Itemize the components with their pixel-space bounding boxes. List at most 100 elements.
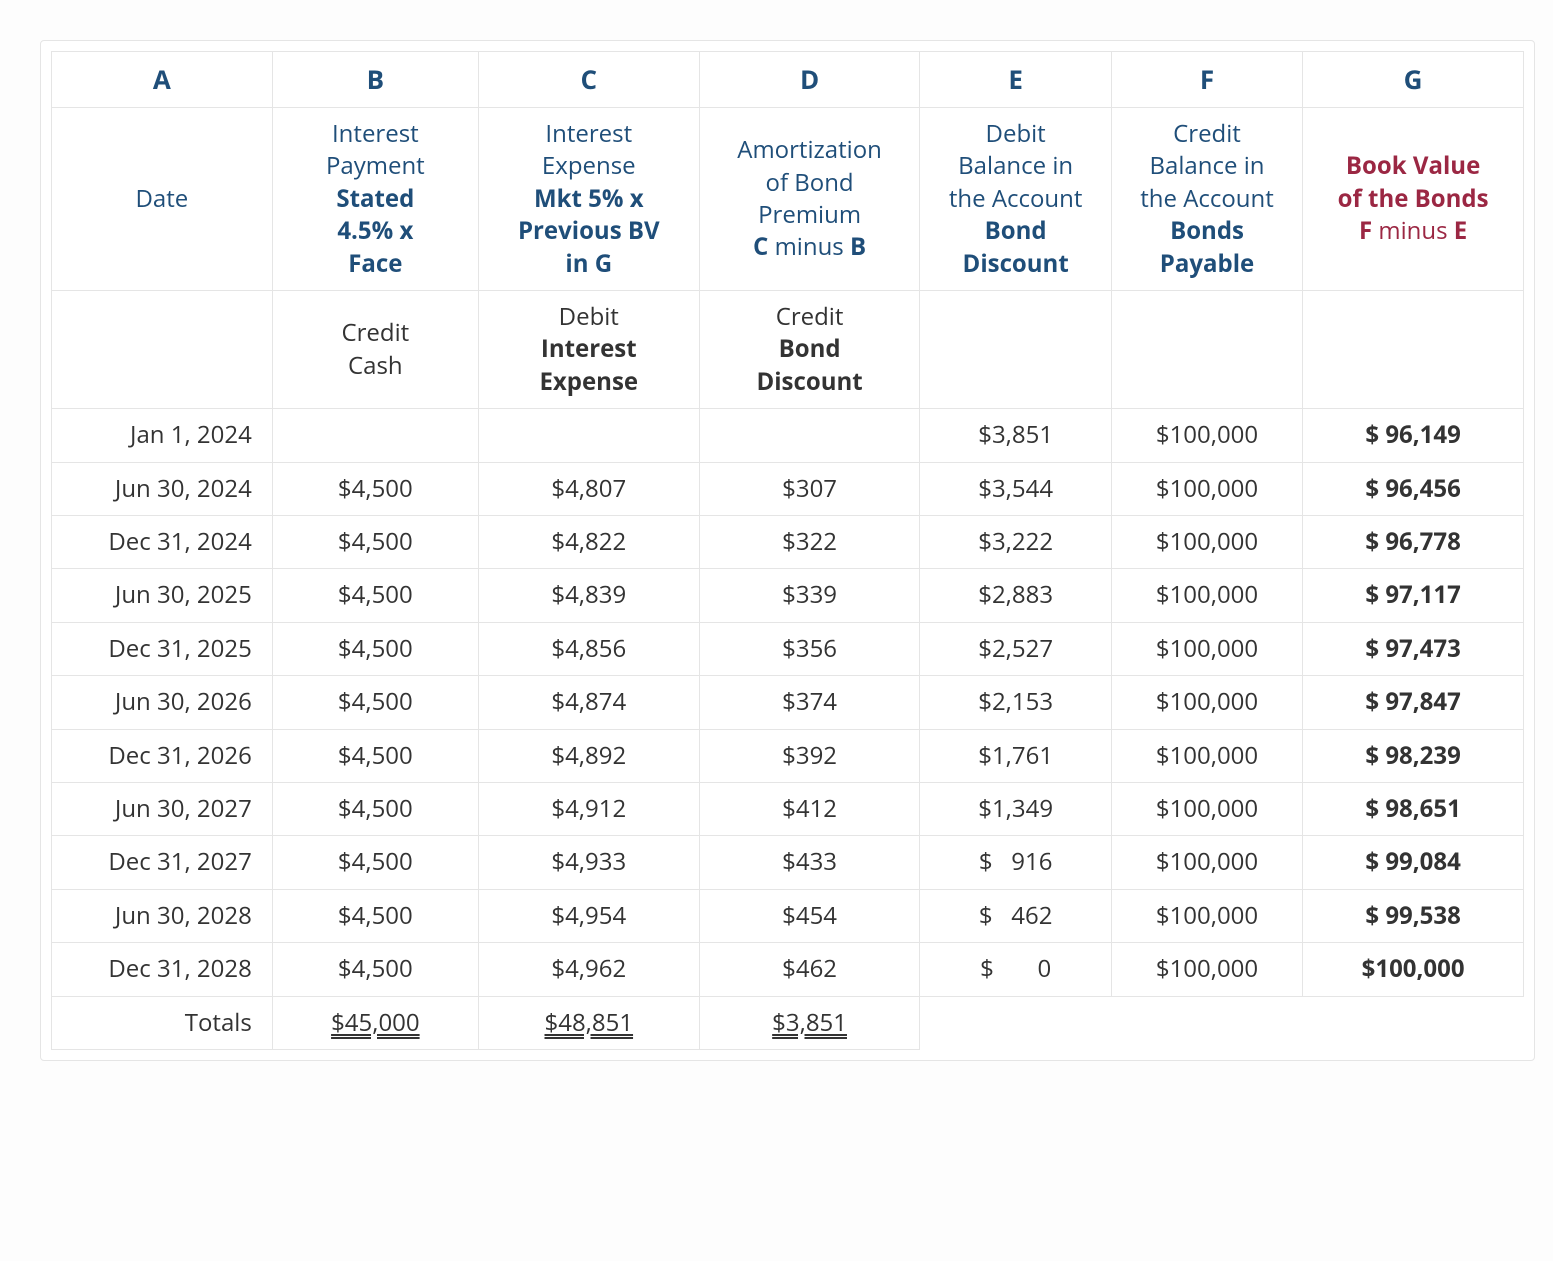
col-B-sub: Credit Cash: [272, 291, 478, 409]
table-row: Dec 31, 2028$4,500$4,962$462$ 0$100,000$…: [52, 943, 1524, 996]
table-row: Jun 30, 2028$4,500$4,954$454$ 462$100,00…: [52, 889, 1524, 942]
table-cell: $100,000: [1111, 889, 1302, 942]
col-letter-C: C: [478, 52, 699, 108]
table-cell: $2,883: [920, 569, 1111, 622]
table-cell: $339: [699, 569, 920, 622]
totals-label: Totals: [52, 996, 273, 1049]
col-B-l5: Face: [348, 247, 402, 280]
book-value-cell: $ 96,149: [1303, 409, 1524, 462]
table-row: Dec 31, 2026$4,500$4,892$392$1,761$100,0…: [52, 729, 1524, 782]
header-description-row: Date Interest Payment Stated 4.5% x Face…: [52, 108, 1524, 291]
table-cell: $4,839: [478, 569, 699, 622]
date-cell: Dec 31, 2025: [52, 622, 273, 675]
amortization-table-container: A B C D E F G Date Interest Payment Stat…: [40, 40, 1535, 1061]
col-letter-D: D: [699, 52, 920, 108]
date-cell: Jun 30, 2026: [52, 676, 273, 729]
col-F-l1: Credit: [1173, 117, 1241, 150]
col-D-l4b: B: [850, 230, 866, 263]
table-cell: [478, 409, 699, 462]
table-row: Dec 31, 2025$4,500$4,856$356$2,527$100,0…: [52, 622, 1524, 675]
book-value-cell: $ 97,473: [1303, 622, 1524, 675]
table-cell: $462: [699, 943, 920, 996]
col-G-l2: of the Bonds: [1338, 182, 1489, 215]
col-E-l1: Debit: [986, 117, 1046, 150]
table-cell: [699, 409, 920, 462]
col-D-sub1: Credit: [776, 300, 844, 333]
col-C-l3: Mkt 5% x: [534, 182, 644, 215]
table-cell: $1,349: [920, 782, 1111, 835]
table-cell: $374: [699, 676, 920, 729]
table-cell: $356: [699, 622, 920, 675]
col-E-l2: Balance in: [958, 149, 1073, 182]
book-value-cell: $ 98,651: [1303, 782, 1524, 835]
table-cell: $3,222: [920, 516, 1111, 569]
col-G-l1: Book Value: [1346, 149, 1480, 182]
col-F-l5: Payable: [1160, 247, 1254, 280]
table-row: Dec 31, 2024$4,500$4,822$322$3,222$100,0…: [52, 516, 1524, 569]
date-cell: Jun 30, 2024: [52, 462, 273, 515]
table-cell: $3,544: [920, 462, 1111, 515]
book-value-cell: $ 96,456: [1303, 462, 1524, 515]
table-cell: $4,933: [478, 836, 699, 889]
col-G-sub: [1303, 291, 1524, 409]
book-value-cell: $ 98,239: [1303, 729, 1524, 782]
col-F-l2: Balance in: [1150, 149, 1265, 182]
table-cell: $392: [699, 729, 920, 782]
col-F-l4: Bonds: [1170, 214, 1244, 247]
col-F-l3: the Account: [1140, 182, 1274, 215]
col-D-sub2: Bond: [779, 332, 841, 365]
col-D-l3: Premium: [758, 198, 861, 231]
col-D-sub: Credit Bond Discount: [699, 291, 920, 409]
table-row: Jun 30, 2026$4,500$4,874$374$2,153$100,0…: [52, 676, 1524, 729]
table-cell: $4,500: [272, 516, 478, 569]
table-cell: $2,527: [920, 622, 1111, 675]
table-cell: $1,761: [920, 729, 1111, 782]
col-D-sub3: Discount: [756, 365, 862, 398]
table-cell: $100,000: [1111, 836, 1302, 889]
empty-cell: [920, 996, 1111, 1049]
table-body: Jan 1, 2024$3,851$100,000$ 96,149Jun 30,…: [52, 409, 1524, 1050]
totals-cell: $3,851: [699, 996, 920, 1049]
empty-cell: [1303, 996, 1524, 1049]
table-cell: $4,500: [272, 729, 478, 782]
col-B-l2: Payment: [326, 149, 425, 182]
date-cell: Jan 1, 2024: [52, 409, 273, 462]
table-cell: $433: [699, 836, 920, 889]
table-cell: $4,874: [478, 676, 699, 729]
table-cell: $4,500: [272, 462, 478, 515]
table-cell: $322: [699, 516, 920, 569]
table-cell: $100,000: [1111, 782, 1302, 835]
book-value-cell: $ 97,847: [1303, 676, 1524, 729]
table-cell: $454: [699, 889, 920, 942]
book-value-cell: $100,000: [1303, 943, 1524, 996]
col-C-l4: Previous BV: [518, 214, 660, 247]
col-A-label: Date: [136, 182, 189, 215]
date-cell: Jun 30, 2025: [52, 569, 273, 622]
col-D-l2: of Bond: [766, 166, 854, 199]
totals-cell: $48,851: [478, 996, 699, 1049]
header-letter-row: A B C D E F G: [52, 52, 1524, 108]
table-cell: $100,000: [1111, 462, 1302, 515]
amortization-table: A B C D E F G Date Interest Payment Stat…: [51, 51, 1524, 1050]
col-G-l3mid: minus: [1372, 214, 1454, 247]
table-cell: $4,954: [478, 889, 699, 942]
table-row: Jan 1, 2024$3,851$100,000$ 96,149: [52, 409, 1524, 462]
table-cell: $307: [699, 462, 920, 515]
totals-row: Totals$45,000$48,851$3,851: [52, 996, 1524, 1049]
table-cell: $ 916: [920, 836, 1111, 889]
book-value-cell: $ 99,538: [1303, 889, 1524, 942]
date-cell: Jun 30, 2027: [52, 782, 273, 835]
date-cell: Dec 31, 2027: [52, 836, 273, 889]
col-B-sub1: Credit: [341, 316, 409, 349]
col-letter-A: A: [52, 52, 273, 108]
table-cell: $4,962: [478, 943, 699, 996]
book-value-cell: $ 96,778: [1303, 516, 1524, 569]
table-cell: $4,892: [478, 729, 699, 782]
col-B-l1: Interest: [332, 117, 419, 150]
col-B-l3: Stated: [336, 182, 414, 215]
table-cell: $2,153: [920, 676, 1111, 729]
table-cell: $4,912: [478, 782, 699, 835]
empty-cell: [1111, 996, 1302, 1049]
totals-cell: $45,000: [272, 996, 478, 1049]
col-F-desc: Credit Balance in the Account Bonds Paya…: [1111, 108, 1302, 291]
